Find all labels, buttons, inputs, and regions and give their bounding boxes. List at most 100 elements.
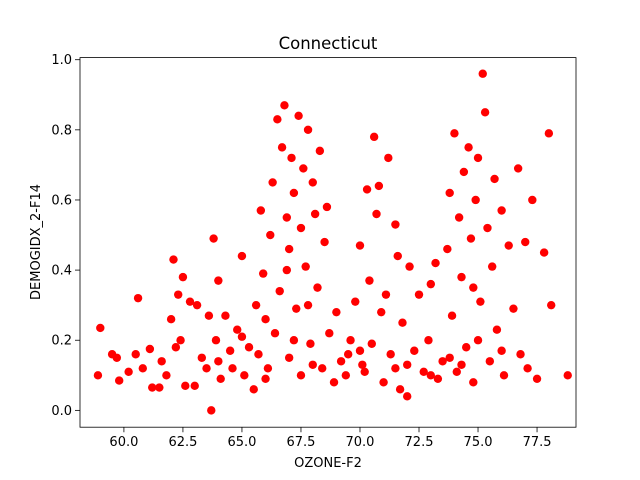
- scatter-point: [310, 209, 320, 219]
- scatter-point: [162, 371, 171, 380]
- scatter-point: [485, 357, 495, 366]
- scatter-point: [487, 262, 497, 271]
- plot-frame: [79, 57, 577, 428]
- scatter-point: [499, 371, 509, 380]
- scatter-point: [258, 269, 268, 278]
- scatter-point: [351, 297, 360, 306]
- scatter-point: [379, 378, 388, 387]
- scatter-point: [386, 350, 395, 359]
- scatter-point: [190, 381, 199, 391]
- scatter-point: [405, 262, 414, 271]
- scatter-point: [284, 353, 294, 362]
- scatter-point: [114, 376, 124, 385]
- scatter-point: [308, 360, 317, 369]
- scatter-point: [93, 371, 103, 380]
- scatter-point: [166, 314, 176, 324]
- scatter-point: [457, 360, 466, 369]
- scatter-point: [341, 371, 351, 380]
- x-tick-label: 65.0: [227, 435, 256, 450]
- scatter-point: [391, 220, 400, 229]
- scatter-point: [148, 383, 157, 392]
- scatter-point: [306, 339, 315, 348]
- scatter-point: [346, 336, 355, 345]
- scatter-point: [292, 304, 301, 313]
- scatter-point: [539, 248, 549, 257]
- plot-area: [93, 69, 572, 415]
- scatter-point: [419, 367, 428, 376]
- scatter-point: [509, 304, 518, 313]
- scatter-point: [445, 188, 454, 198]
- scatter-point: [325, 329, 334, 338]
- scatter-point: [256, 206, 266, 215]
- scatter-point: [504, 241, 513, 250]
- scatter-point: [497, 346, 506, 355]
- scatter-point: [308, 178, 317, 187]
- scatter-point: [523, 364, 532, 373]
- scatter-point: [211, 336, 221, 345]
- scatter-point: [204, 311, 214, 320]
- scatter-point: [275, 286, 284, 296]
- scatter-point: [329, 378, 339, 387]
- scatter-point: [362, 185, 372, 194]
- scatter-point: [303, 300, 313, 310]
- scatter-point: [237, 332, 247, 341]
- scatter-point: [469, 378, 478, 387]
- scatter-point: [261, 314, 270, 324]
- scatter-point: [318, 364, 327, 373]
- scatter-point: [438, 357, 447, 366]
- scatter-point: [332, 307, 341, 317]
- scatter-point: [301, 262, 310, 271]
- scatter-point: [426, 371, 436, 380]
- scatter-point: [476, 297, 485, 306]
- x-tick-label: 77.5: [523, 435, 552, 450]
- scatter-point: [431, 258, 440, 268]
- scatter-point: [157, 357, 166, 366]
- scatter-point: [358, 360, 367, 369]
- scatter-point: [263, 364, 273, 373]
- scatter-point: [225, 346, 235, 355]
- scatter-point: [315, 146, 325, 156]
- scatter-point: [176, 336, 185, 345]
- scatter-point: [209, 234, 218, 243]
- scatter-point: [391, 364, 400, 373]
- scatter-point: [532, 374, 542, 384]
- scatter-point: [240, 371, 249, 380]
- scatter-point: [284, 244, 294, 254]
- y-tick-label: 0.0: [51, 404, 72, 419]
- scatter-point: [483, 223, 492, 233]
- scatter-point: [296, 371, 306, 380]
- scatter-point: [343, 350, 353, 359]
- scatter-point: [367, 339, 376, 348]
- x-tick-label: 72.5: [405, 435, 434, 450]
- y-tick-label: 0.8: [51, 123, 72, 138]
- x-tick-label: 60.0: [109, 435, 138, 450]
- scatter-point: [445, 353, 454, 362]
- scatter-point: [174, 290, 183, 299]
- scatter-point: [289, 336, 299, 345]
- scatter-point: [381, 290, 391, 299]
- scatter-point: [214, 276, 223, 285]
- scatter-point: [403, 360, 412, 369]
- scatter-point: [497, 206, 506, 215]
- scatter-point: [528, 195, 537, 205]
- scatter-point: [96, 323, 105, 333]
- scatter-point: [336, 357, 346, 366]
- scatter-point: [516, 350, 525, 359]
- scatter-point: [280, 101, 289, 110]
- scatter-point: [492, 325, 502, 334]
- scatter-point: [299, 164, 308, 173]
- scatter-point: [447, 311, 457, 320]
- scatter-point: [261, 374, 270, 384]
- scatter-point: [490, 174, 499, 184]
- scatter-point: [131, 350, 140, 359]
- scatter-point: [369, 132, 379, 142]
- scatter-point: [138, 364, 147, 373]
- scatter-point: [414, 290, 424, 299]
- scatter-point: [266, 230, 275, 240]
- scatter-point: [277, 143, 287, 152]
- scatter-point: [473, 336, 483, 345]
- scatter-point: [372, 209, 381, 219]
- scatter-point: [181, 381, 190, 391]
